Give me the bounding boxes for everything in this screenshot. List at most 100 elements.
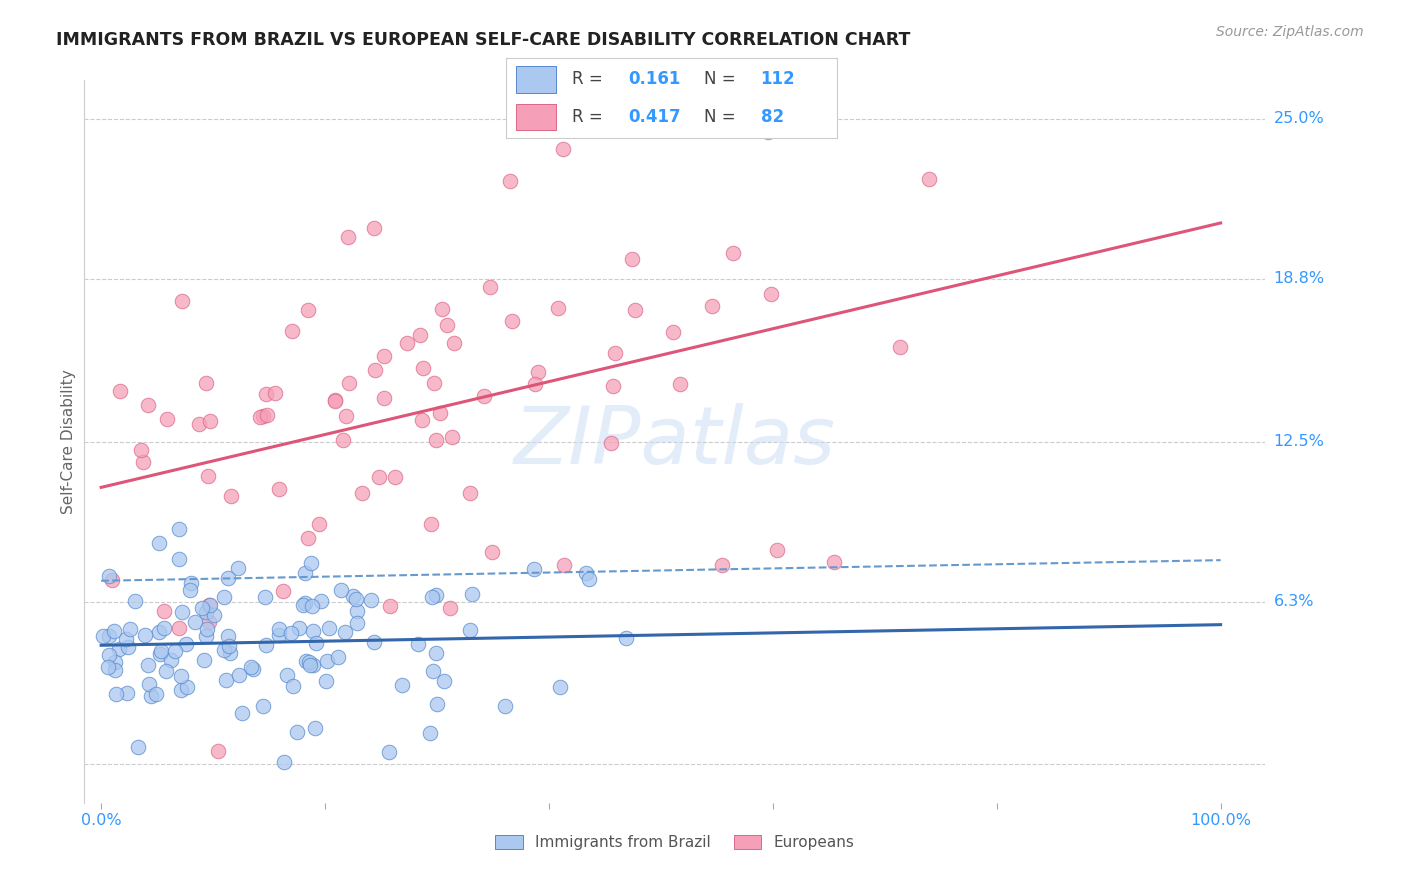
Text: 6.3%: 6.3%: [1274, 594, 1315, 609]
Text: R =: R =: [572, 70, 609, 88]
Point: [191, 601, 214, 615]
Point: [280, 626, 302, 640]
Point: [440, 430, 463, 444]
Point: [176, 680, 198, 694]
Point: [429, 406, 451, 420]
Point: [318, 621, 340, 635]
Point: [614, 632, 637, 646]
Point: [129, 443, 152, 458]
Point: [328, 650, 350, 665]
Point: [100, 573, 122, 587]
Point: [226, 561, 249, 575]
Point: [276, 668, 298, 682]
Point: [299, 557, 322, 571]
Point: [104, 663, 127, 677]
Point: [212, 590, 235, 604]
Point: [97, 569, 120, 583]
Point: [132, 454, 155, 468]
Point: [411, 413, 433, 427]
Point: [669, 376, 692, 391]
Point: [335, 409, 357, 423]
Point: [298, 655, 321, 669]
Point: [207, 744, 229, 758]
Text: 82: 82: [761, 108, 783, 126]
Point: [315, 655, 337, 669]
Point: [198, 599, 221, 613]
Point: [368, 469, 391, 483]
Text: N =: N =: [704, 70, 741, 88]
Point: [267, 628, 290, 642]
Point: [723, 245, 745, 260]
Point: [551, 142, 574, 156]
Text: Source: ZipAtlas.com: Source: ZipAtlas.com: [1216, 25, 1364, 39]
Point: [439, 601, 461, 615]
Point: [461, 587, 484, 601]
Point: [889, 339, 911, 353]
Point: [91, 630, 114, 644]
Point: [267, 482, 290, 496]
Point: [553, 558, 575, 572]
Point: [548, 680, 571, 694]
Point: [460, 623, 482, 637]
Point: [221, 490, 243, 504]
Point: [103, 624, 125, 639]
Point: [242, 662, 264, 676]
Point: [145, 687, 167, 701]
Point: [373, 391, 395, 405]
Point: [425, 646, 447, 660]
Point: [297, 532, 319, 546]
Point: [139, 689, 162, 703]
Point: [527, 366, 550, 380]
Point: [350, 485, 373, 500]
Point: [360, 593, 382, 607]
Point: [156, 411, 179, 425]
Point: [202, 608, 225, 623]
Point: [918, 172, 941, 186]
Point: [155, 664, 177, 678]
Point: [254, 387, 277, 401]
Point: [662, 326, 685, 340]
Point: [432, 673, 454, 688]
Text: N =: N =: [704, 108, 741, 126]
Point: [766, 542, 789, 557]
Point: [333, 625, 356, 640]
Point: [148, 536, 170, 550]
Point: [283, 679, 305, 693]
Point: [170, 683, 193, 698]
Point: [149, 643, 172, 657]
Point: [252, 699, 274, 714]
Point: [134, 628, 156, 642]
Point: [309, 594, 332, 608]
Point: [756, 125, 779, 139]
Point: [301, 657, 323, 672]
Point: [187, 417, 209, 431]
Text: 0.161: 0.161: [628, 70, 681, 88]
Point: [478, 280, 501, 294]
Point: [425, 588, 447, 602]
Bar: [516, 66, 555, 93]
Point: [603, 346, 626, 360]
Point: [197, 622, 219, 636]
Point: [281, 324, 304, 338]
Point: [337, 230, 360, 244]
Point: [267, 623, 290, 637]
Point: [179, 582, 201, 597]
Point: [163, 644, 186, 658]
Point: [115, 632, 138, 646]
Point: [118, 622, 141, 636]
Point: [217, 629, 239, 643]
Point: [285, 725, 308, 739]
Text: IMMIGRANTS FROM BRAZIL VS EUROPEAN SELF-CARE DISABILITY CORRELATION CHART: IMMIGRANTS FROM BRAZIL VS EUROPEAN SELF-…: [56, 31, 911, 49]
Point: [256, 409, 278, 423]
Point: [174, 637, 197, 651]
Point: [160, 653, 183, 667]
Point: [218, 646, 240, 660]
Point: [136, 398, 159, 412]
Point: [228, 668, 250, 682]
Point: [330, 582, 353, 597]
Point: [426, 697, 449, 711]
Point: [420, 590, 443, 604]
Point: [108, 641, 131, 656]
Point: [443, 336, 465, 351]
Point: [323, 392, 346, 407]
